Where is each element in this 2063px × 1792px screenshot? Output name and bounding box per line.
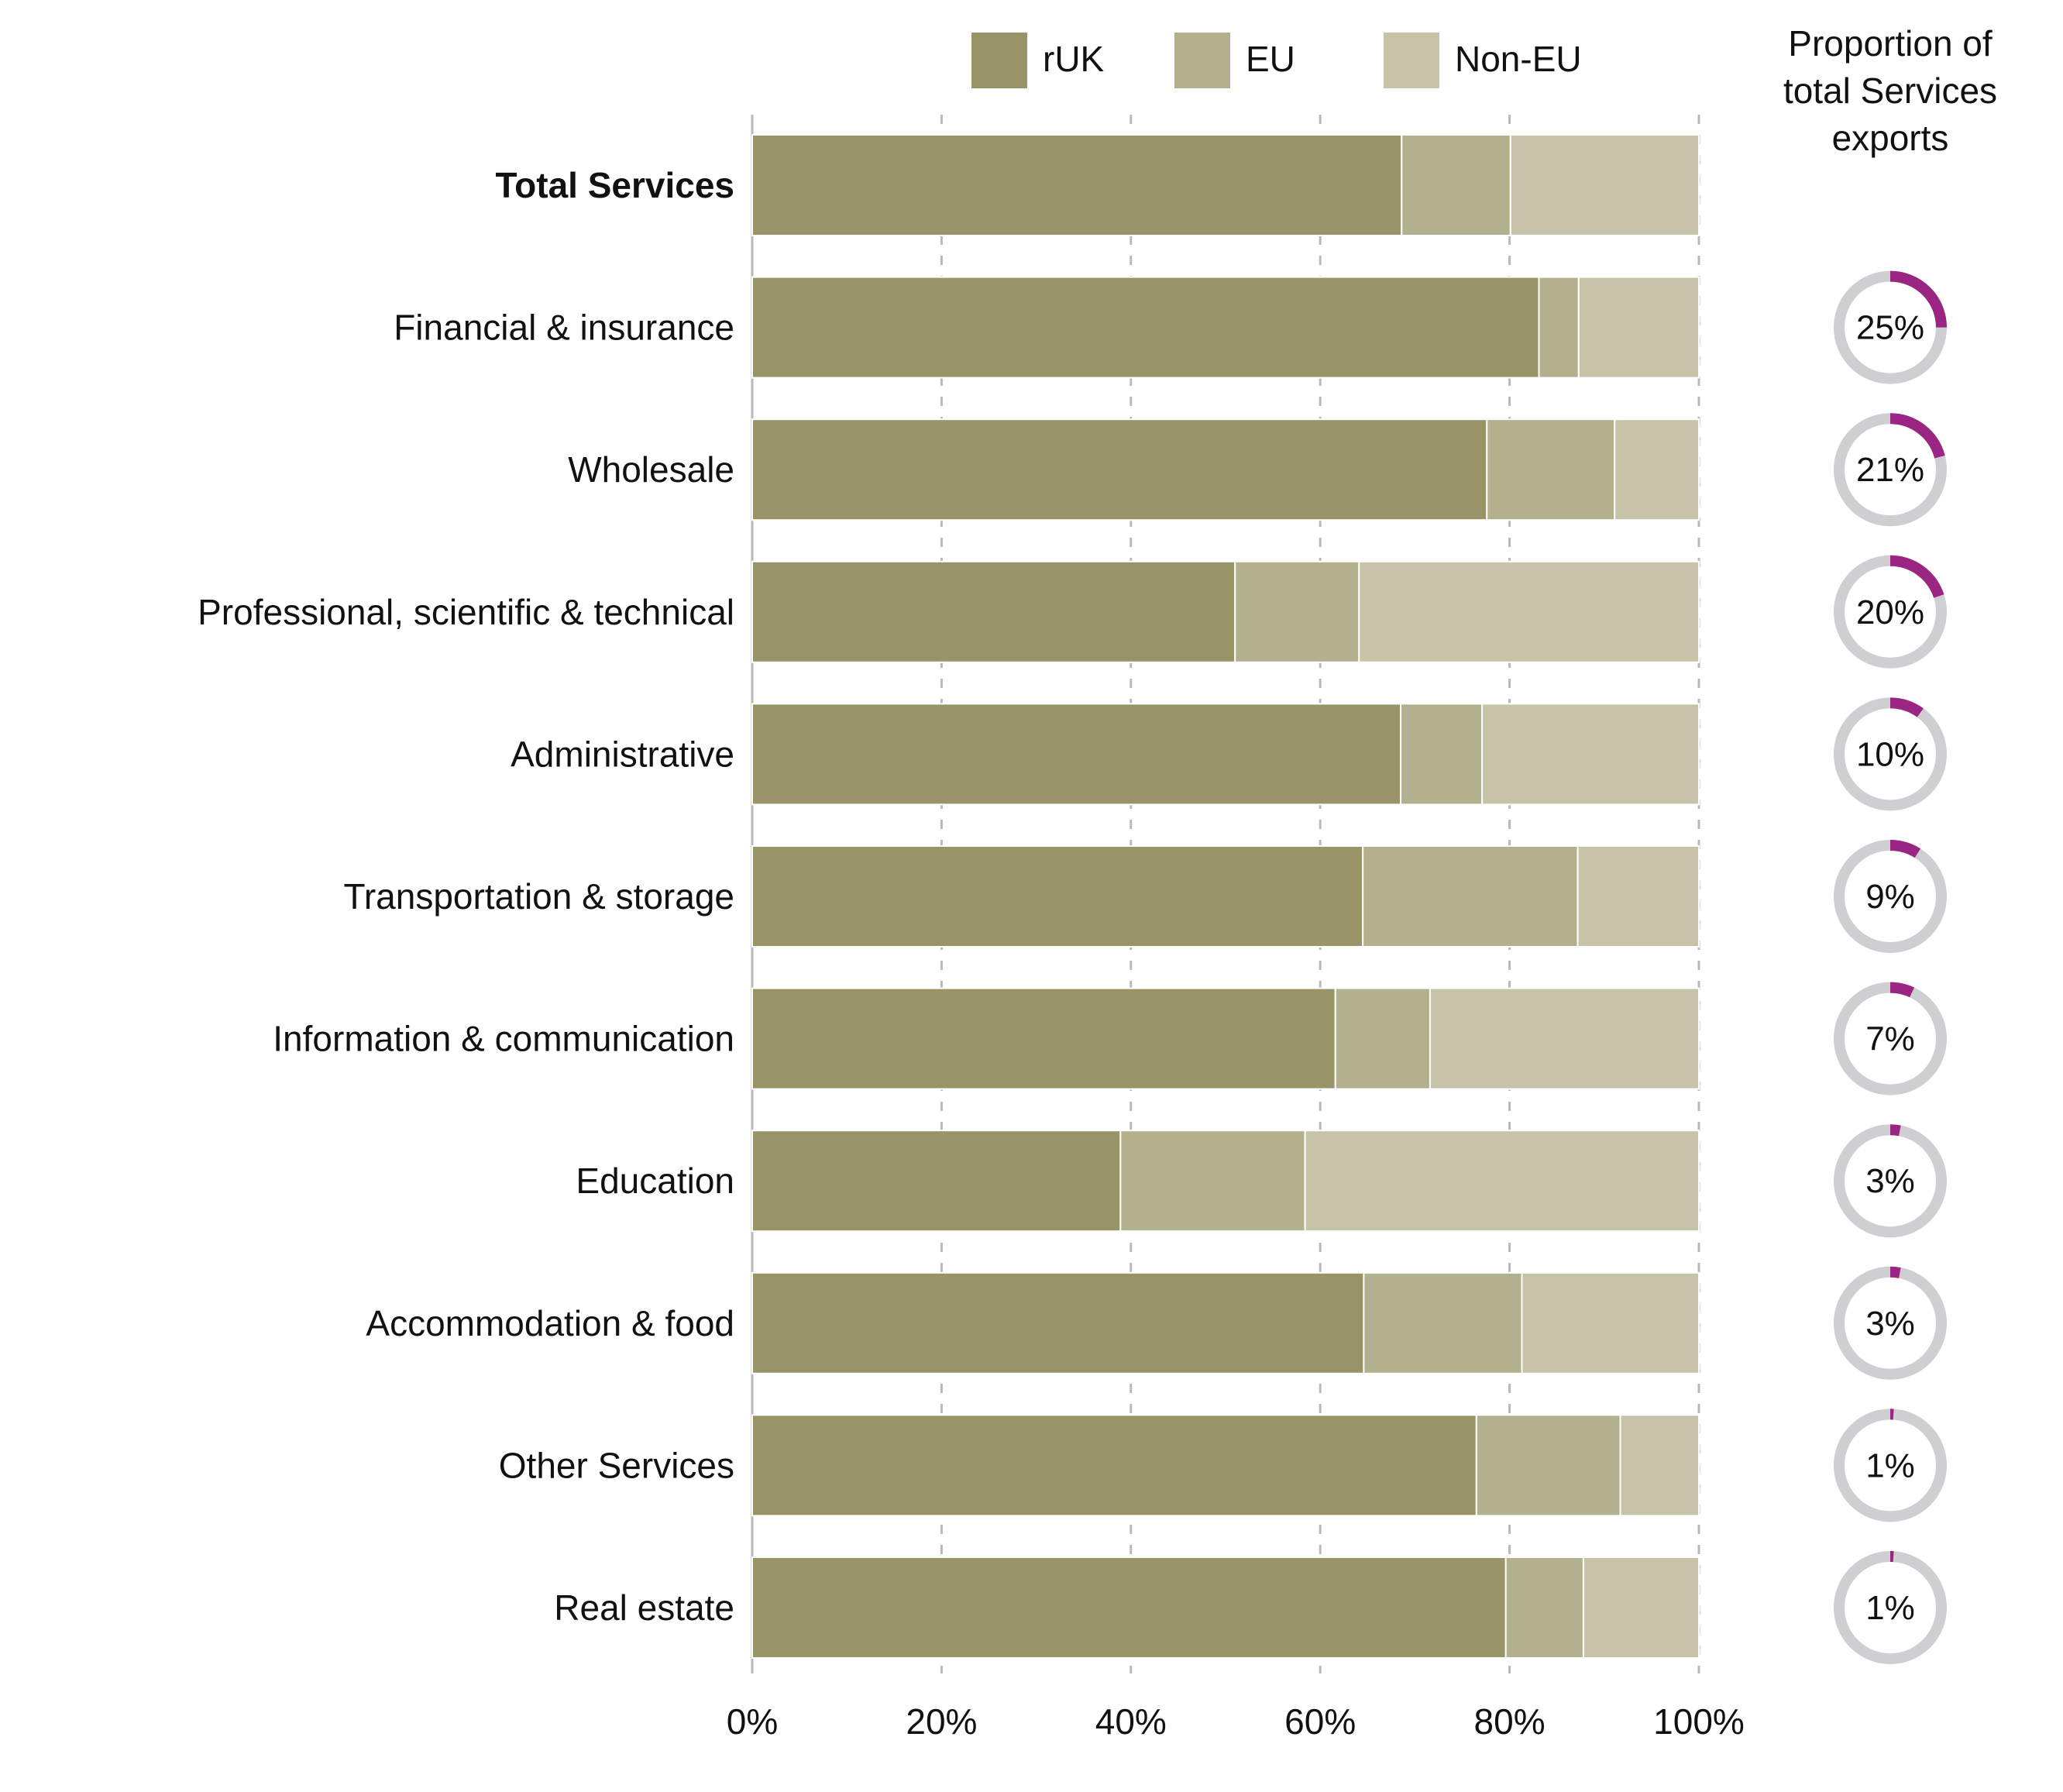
bar-education-non-eu (1304, 1130, 1700, 1233)
donut-label-information-communication: 7% (1865, 1020, 1915, 1058)
bar-education-eu (1119, 1130, 1306, 1233)
category-label-total-services: Total Services (495, 165, 734, 205)
donut-label-administrative: 10% (1856, 735, 1924, 773)
x-tick-label-80: 80% (1474, 1701, 1546, 1742)
category-label-transportation-storage: Transportation & storage (343, 876, 734, 917)
bar-real-estate-non-eu (1582, 1556, 1700, 1659)
bar-transportation-storage-non-eu (1576, 845, 1700, 948)
bar-transportation-storage-ruk (751, 845, 1364, 948)
bar-total-services-non-eu (1509, 134, 1700, 236)
x-axis: 0% 20% 40% 60% 80% 100% (727, 1701, 1745, 1742)
bar-layer (751, 134, 1700, 1659)
donut-label-professional-scientific-technical: 20% (1856, 593, 1924, 631)
category-label-administrative: Administrative (511, 734, 734, 774)
bar-transportation-storage-eu (1362, 845, 1579, 948)
donut-label-education: 3% (1865, 1162, 1915, 1200)
donut-label-financial-insurance: 25% (1856, 309, 1924, 347)
x-tick-label-20: 20% (906, 1701, 977, 1742)
legend-label-ruk: rUK (1043, 39, 1105, 79)
bar-wholesale-ruk (751, 418, 1488, 521)
category-label-information-communication: Information & communication (273, 1019, 734, 1059)
donut-arc-financial-insurance (1889, 270, 1947, 328)
legend-swatch-ruk (971, 33, 1027, 88)
bar-information-communication-ruk (751, 987, 1336, 1090)
category-label-education: Education (576, 1161, 734, 1201)
legend-swatch-eu (1174, 33, 1230, 88)
bar-information-communication-eu (1334, 987, 1431, 1090)
category-label-financial-insurance: Financial & insurance (394, 308, 734, 348)
donut-label-real-estate: 1% (1865, 1589, 1915, 1627)
donut-arc-wholesale (1889, 413, 1945, 459)
x-tick-label-40: 40% (1095, 1701, 1167, 1742)
category-label-professional-scientific-technical: Professional, scientific & technical (198, 592, 734, 632)
category-label-real-estate: Real estate (554, 1587, 734, 1628)
bar-professional-scientific-technical-ruk (751, 560, 1236, 663)
bar-wholesale-non-eu (1614, 418, 1700, 521)
bar-education-ruk (751, 1130, 1122, 1233)
proportion-title-line-2: total Services (1783, 71, 1997, 111)
bar-total-services-ruk (751, 134, 1403, 236)
bar-professional-scientific-technical-eu (1234, 560, 1360, 663)
bar-administrative-eu (1400, 703, 1484, 806)
bar-financial-insurance-non-eu (1577, 276, 1700, 379)
donut-label-other-services: 1% (1865, 1446, 1915, 1484)
bar-other-services-non-eu (1619, 1414, 1700, 1517)
donut-arc-accommodation-food (1889, 1266, 1901, 1278)
donut-arc-transportation-storage (1889, 840, 1921, 858)
bar-administrative-non-eu (1481, 703, 1700, 806)
donut-arc-professional-scientific-technical (1889, 555, 1944, 598)
category-label-accommodation-food: Accommodation & food (366, 1303, 734, 1343)
bar-total-services-eu (1401, 134, 1511, 236)
proportion-title-line-1: Proportion of (1788, 23, 1993, 64)
donut-arc-administrative (1889, 697, 1924, 717)
x-tick-label-100: 100% (1653, 1701, 1745, 1742)
legend-swatch-non-eu (1384, 33, 1439, 88)
category-label-layer: Total Services Financial & insurance Whole… (198, 165, 734, 1628)
donut-arc-information-communication (1889, 982, 1915, 998)
bar-accommodation-food-ruk (751, 1271, 1365, 1374)
bar-accommodation-food-eu (1363, 1271, 1523, 1374)
bar-information-communication-non-eu (1429, 987, 1700, 1090)
x-tick-label-60: 60% (1284, 1701, 1356, 1742)
x-tick-label-0: 0% (727, 1701, 778, 1742)
legend-label-eu: EU (1246, 39, 1295, 79)
bar-administrative-ruk (751, 703, 1402, 806)
legend: rUK EU Non-EU (971, 33, 1582, 88)
bar-real-estate-eu (1504, 1556, 1584, 1659)
donut-label-accommodation-food: 3% (1865, 1305, 1915, 1343)
bar-other-services-eu (1475, 1414, 1621, 1517)
category-label-other-services: Other Services (499, 1445, 734, 1485)
bar-professional-scientific-technical-non-eu (1358, 560, 1700, 663)
donut-label-transportation-storage: 9% (1865, 878, 1915, 916)
donut-label-wholesale: 21% (1856, 451, 1924, 489)
bar-accommodation-food-non-eu (1521, 1271, 1700, 1374)
bar-financial-insurance-ruk (751, 276, 1540, 379)
bar-other-services-ruk (751, 1414, 1477, 1517)
bar-real-estate-ruk (751, 1556, 1507, 1659)
bar-financial-insurance-eu (1538, 276, 1580, 379)
proportion-panel: Proportion of total Services exports 25% 21%… (1783, 23, 1997, 1664)
proportion-title-line-3: exports (1832, 118, 1949, 158)
bar-wholesale-eu (1486, 418, 1616, 521)
legend-label-non-eu: Non-EU (1455, 39, 1582, 79)
category-label-wholesale: Wholesale (568, 449, 734, 490)
